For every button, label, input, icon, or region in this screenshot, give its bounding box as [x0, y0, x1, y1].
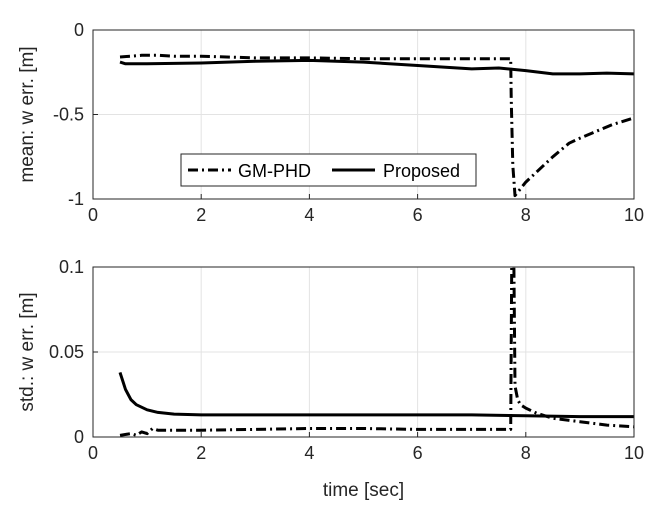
- p0-y-tick-label-0: -1: [68, 189, 84, 209]
- mean-error-panel: 0 2 4 6 8 10 -1 -0.5 0 mean: w err. [m] GM-PHD P…: [17, 20, 644, 225]
- p1-series-gm-phd-line: [119, 267, 634, 437]
- p1-x-tick-label-5: 10: [624, 443, 644, 463]
- p1-y-tick-label-2: 0.1: [59, 257, 84, 277]
- mean-error-y-axis-label: mean: w err. [m]: [17, 46, 38, 182]
- p1-x-tick-label-0: 0: [88, 443, 98, 463]
- std-error-panel: 0 2 4 6 8 10 0 0.05 0.1 std.: w err. [m] time [s…: [17, 257, 644, 501]
- p0-series-proposed-line: [119, 58, 634, 76]
- p1-y-tick-label-0: 0: [74, 427, 84, 447]
- p1-x-tick-label-3: 6: [413, 443, 423, 463]
- std-error-ticks: 0 2 4 6 8 10 0 0.05 0.1: [49, 257, 644, 463]
- p0-x-tick-label-3: 6: [413, 205, 423, 225]
- p0-y-tick-label-1: -0.5: [53, 105, 84, 125]
- p0-x-tick-label-4: 8: [521, 205, 531, 225]
- legend: GM-PHD Proposed: [180, 153, 477, 187]
- p1-x-tick-label-1: 2: [196, 443, 206, 463]
- p1-y-tick-label-1: 0.05: [49, 342, 84, 362]
- std-error-series: [118, 267, 634, 437]
- p1-x-tick-label-2: 4: [304, 443, 314, 463]
- p0-x-tick-label-1: 2: [196, 205, 206, 225]
- p0-x-tick-label-0: 0: [88, 205, 98, 225]
- p0-x-tick-label-2: 4: [304, 205, 314, 225]
- mean-error-ticks: 0 2 4 6 8 10 -1 -0.5 0: [53, 20, 644, 225]
- p0-x-tick-label-5: 10: [624, 205, 644, 225]
- mean-error-series: [119, 53, 634, 198]
- legend-proposed-label: Proposed: [383, 161, 460, 181]
- time-x-axis-label: time [sec]: [323, 480, 404, 501]
- legend-gm-phd-label: GM-PHD: [238, 161, 311, 181]
- p1-series-proposed-line: [118, 371, 634, 419]
- p1-x-tick-label-4: 8: [521, 443, 531, 463]
- p0-y-tick-label-2: 0: [74, 20, 84, 40]
- std-error-y-axis-label: std.: w err. [m]: [17, 292, 38, 411]
